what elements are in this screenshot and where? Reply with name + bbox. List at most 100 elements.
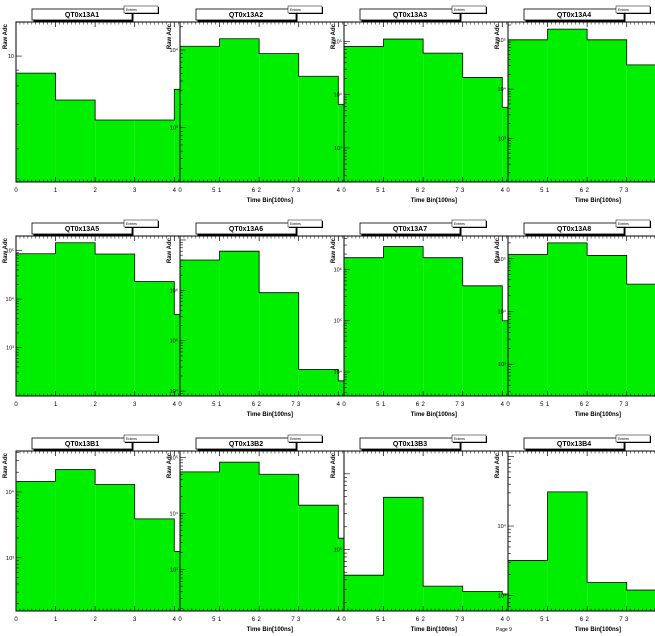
histogram-bar (626, 64, 655, 182)
stats-box (287, 5, 323, 14)
x-tick-label: 5 (212, 188, 216, 194)
x-tick-label: 7 (619, 402, 623, 408)
stats-label: Entries (454, 222, 465, 226)
x-tick-label: 0 (14, 617, 18, 623)
x-tick-label: 0 (342, 617, 346, 623)
stats-box (615, 5, 651, 14)
x-tick-label: 4 (173, 617, 177, 623)
panel-title: QT0x13A5 (65, 226, 99, 233)
x-tick-label: 3 (625, 402, 629, 408)
x-tick-label: 6 (580, 402, 584, 408)
stats-label: Entries (618, 437, 629, 441)
y-tick-label: 10³ (498, 362, 506, 368)
panel-title: QT0x13A8 (557, 226, 591, 233)
x-tick-label: 2 (421, 402, 425, 408)
histogram-bar (298, 369, 339, 396)
title-box (359, 222, 461, 235)
x-tick-label: 0 (178, 617, 182, 623)
stats-box (123, 434, 159, 443)
histogram-panel: 0123456710⁵10⁴10³QT0x13A4EntriesTime Bin… (495, 5, 655, 194)
histogram-bar (508, 39, 548, 183)
histogram-bar (344, 46, 384, 182)
x-tick-label: 1 (546, 188, 550, 194)
histogram-bar (344, 575, 384, 611)
x-tick-label: 1 (218, 188, 222, 194)
x-tick-label: 1 (218, 617, 222, 623)
x-tick-label: 6 (416, 188, 420, 194)
x-axis-title: Time Bin[100ns] (575, 412, 621, 418)
y-axis-title: Raw Adc (495, 237, 501, 263)
stats-label: Entries (126, 437, 137, 441)
x-tick-label: 1 (218, 402, 222, 408)
stats-box (123, 5, 159, 14)
x-tick-label: 3 (297, 617, 301, 623)
x-tick-label: 5 (376, 617, 380, 623)
y-axis-title: Raw Adc (3, 237, 9, 263)
x-tick-label: 3 (461, 188, 465, 194)
panel-title: QT0x13B2 (229, 441, 263, 448)
x-tick-label: 2 (421, 188, 425, 194)
x-tick-label: 3 (133, 188, 137, 194)
histogram-bar (462, 591, 503, 611)
panel-title: QT0x13A1 (65, 12, 99, 19)
histogram-bar (219, 462, 260, 611)
y-tick-label: 10⁵ (170, 338, 178, 345)
histogram-panel: 0123456710⁵10⁴10³QT0x13A8EntriesTime Bin… (495, 219, 655, 408)
x-tick-label: 6 (416, 617, 420, 623)
y-tick-label: 10³ (6, 346, 14, 352)
x-tick-label: 7 (619, 617, 623, 623)
x-tick-label: 6 (252, 617, 256, 623)
histogram-bar (423, 257, 463, 396)
y-tick-label: 10⁵ (170, 454, 178, 461)
stats-label: Entries (618, 8, 629, 12)
histogram-bar (134, 281, 175, 396)
panel-title: QT0x13A6 (229, 226, 263, 233)
x-tick-label: 5 (212, 402, 216, 408)
histogram-bar (259, 292, 299, 396)
histogram-bar (462, 77, 503, 182)
title-box (31, 222, 133, 235)
y-axis-title: Raw Adc (3, 452, 9, 478)
histogram-bar (219, 251, 260, 396)
x-tick-label: 2 (421, 617, 425, 623)
histogram-bar (587, 255, 627, 396)
x-tick-label: 2 (257, 402, 261, 408)
x-tick-label: 1 (546, 402, 550, 408)
x-tick-label: 0 (178, 402, 182, 408)
stats-box (287, 434, 323, 443)
y-tick-label: 10⁴ (498, 86, 507, 93)
panel-title: QT0x13B4 (557, 441, 591, 448)
title-box (31, 437, 133, 450)
histogram-bar (423, 586, 463, 611)
y-axis-title: Raw Adc (167, 23, 173, 49)
histogram-bar (298, 76, 339, 182)
y-axis-title: Raw Adc (167, 452, 173, 478)
x-tick-label: 3 (461, 617, 465, 623)
x-tick-label: 1 (54, 402, 58, 408)
title-box (195, 437, 297, 450)
x-tick-label: 4 (337, 617, 341, 623)
x-tick-label: 7 (291, 617, 295, 623)
y-tick-label: 10⁴ (6, 489, 15, 496)
x-tick-label: 3 (461, 402, 465, 408)
x-tick-label: 3 (133, 617, 137, 623)
x-tick-label: 6 (580, 188, 584, 194)
page-number: Page 9 (496, 627, 512, 633)
x-axis-title: Time Bin[100ns] (411, 198, 457, 204)
x-tick-label: 2 (93, 188, 97, 194)
y-axis-title: Raw Adc (331, 452, 337, 478)
stats-label: Entries (126, 8, 137, 12)
y-tick-label: 10⁴ (170, 510, 179, 517)
x-tick-label: 4 (173, 402, 177, 408)
x-tick-label: 0 (506, 402, 510, 408)
x-tick-label: 4 (501, 188, 505, 194)
y-axis-title: Raw Adc (495, 452, 501, 478)
x-tick-label: 0 (14, 402, 18, 408)
histogram-bar (626, 590, 655, 611)
x-tick-label: 3 (133, 402, 137, 408)
x-tick-label: 0 (178, 188, 182, 194)
x-tick-label: 2 (585, 188, 589, 194)
y-tick-label: 10⁶ (334, 266, 342, 273)
y-axis-title: Raw Adc (331, 23, 337, 49)
x-tick-label: 3 (297, 188, 301, 194)
